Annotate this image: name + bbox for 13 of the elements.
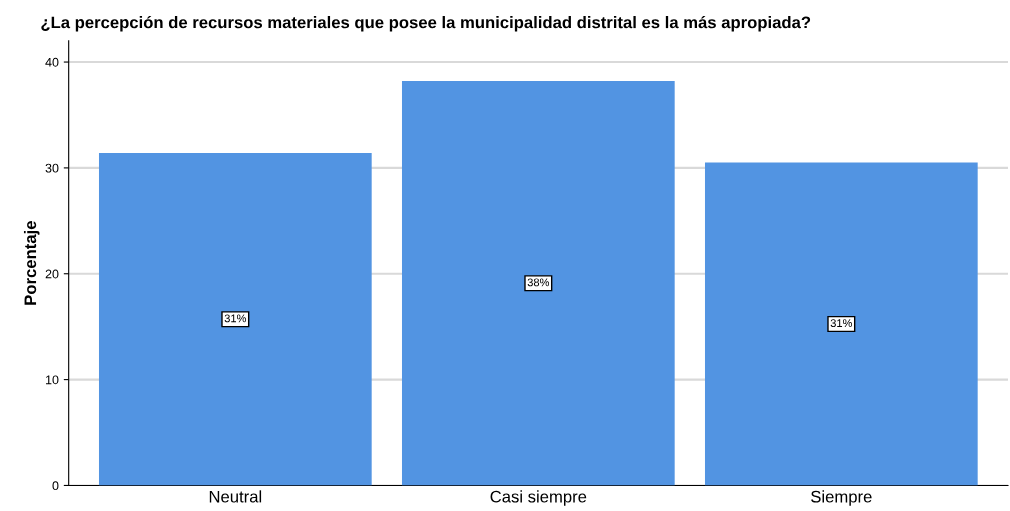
y-tick-label: 40 xyxy=(45,57,59,67)
data-label: 31% xyxy=(830,319,853,328)
y-tick-label: 10 xyxy=(46,375,59,385)
data-label: 38% xyxy=(527,278,550,287)
y-tick-label: 0 xyxy=(52,481,59,491)
x-tick-label: Neutral xyxy=(209,490,262,503)
chart-title: ¿La percepción de recursos materiales que posee la municipalidad distrital es la más apropiada? xyxy=(41,15,811,32)
x-tick-label: Casi siempre xyxy=(490,490,587,506)
y-tick-label: 30 xyxy=(45,163,59,173)
x-tick-label: Siempre xyxy=(811,490,872,506)
y-tick-label: 20 xyxy=(45,269,59,279)
y-axis-title: Porcentaje xyxy=(23,221,40,305)
data-label: 31% xyxy=(224,314,247,323)
